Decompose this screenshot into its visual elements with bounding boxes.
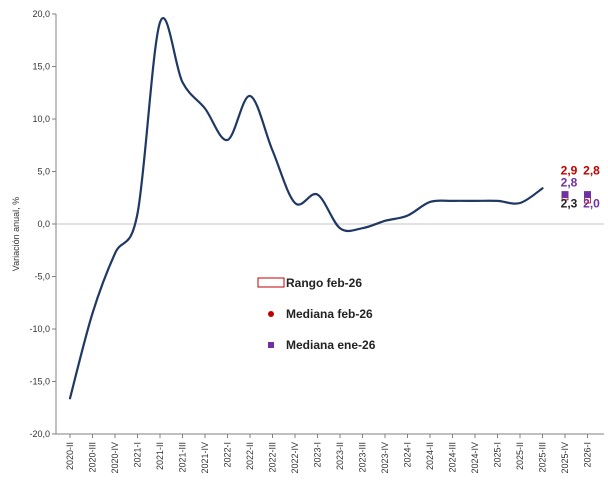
data-label: 2,8 [583, 164, 600, 178]
axes-layer: -20,0 -15,0 -10,0 -5,0 0,0 5,0 10,0 15,0 20,0 202… [29, 9, 604, 474]
legend-marker-circle [268, 311, 274, 317]
x-tick-label: 2020-III [88, 442, 98, 473]
y-tick-label: 10,0 [32, 114, 50, 124]
median-jan26-point [584, 191, 591, 199]
x-tick-label: 2025-IV [560, 442, 570, 474]
x-tick-label: 2025-I [493, 442, 503, 468]
x-tick-label: 2020-IV [110, 442, 120, 474]
data-label: 2,8 [561, 176, 578, 190]
y-tick-label: -15,0 [29, 377, 50, 387]
y-axis-label: Variación anual, % [11, 197, 21, 271]
x-tick-label: 2023-I [313, 442, 323, 468]
x-tick-label: 2023-III [358, 442, 368, 473]
median-jan26-point [561, 191, 569, 199]
markers-layer [561, 191, 591, 204]
y-tick-label: 0,0 [37, 219, 50, 229]
y-tick-label: -20,0 [29, 429, 50, 439]
series-layer [68, 17, 544, 400]
x-tick-label: 2026-I [583, 442, 593, 468]
y-tick-label: 5,0 [37, 167, 50, 177]
y-tick-label: 20,0 [32, 9, 50, 19]
x-tick-label: 2023-II [335, 442, 345, 470]
x-tick-label: 2024-II [425, 442, 435, 470]
x-tick-label: 2021-IV [200, 442, 210, 474]
legend-marker-range [257, 277, 285, 288]
legend-label: Mediana feb-26 [286, 307, 373, 321]
annotations-layer: 2,92,82,32,82,0 [561, 164, 601, 211]
legend-label: Rango feb-26 [286, 276, 362, 290]
x-tick-label: 2025-II [515, 442, 525, 470]
x-tick-label: 2023-IV [380, 442, 390, 474]
x-tick-label: 2024-I [403, 442, 413, 468]
series-line [68, 17, 544, 400]
x-tick-label: 2021-I [133, 442, 143, 468]
x-tick-label: 2021-II [155, 442, 165, 470]
x-tick-label: 2025-III [538, 442, 548, 473]
x-tick-label: 2024-IV [470, 442, 480, 474]
y-tick-label: -5,0 [34, 272, 50, 282]
x-tick-label: 2022-I [223, 442, 233, 468]
data-label: 2,3 [561, 197, 578, 211]
legend-marker-square [268, 342, 274, 348]
y-tick-label: 15,0 [32, 62, 50, 72]
x-tick-label: 2021-III [178, 442, 188, 473]
x-tick-label: 2020-II [65, 442, 75, 470]
x-tick-label: 2022-II [245, 442, 255, 470]
legend-layer: Rango feb-26 Mediana feb-26 Mediana ene-26 [257, 276, 376, 352]
y-tick-label: -10,0 [29, 324, 50, 334]
x-tick-label: 2024-III [448, 442, 458, 473]
legend-label: Mediana ene-26 [286, 338, 376, 352]
x-tick-label: 2022-IV [290, 442, 300, 474]
data-label: 2,0 [583, 197, 600, 211]
x-tick-label: 2022-III [268, 442, 278, 473]
data-label: 2,9 [561, 164, 578, 178]
